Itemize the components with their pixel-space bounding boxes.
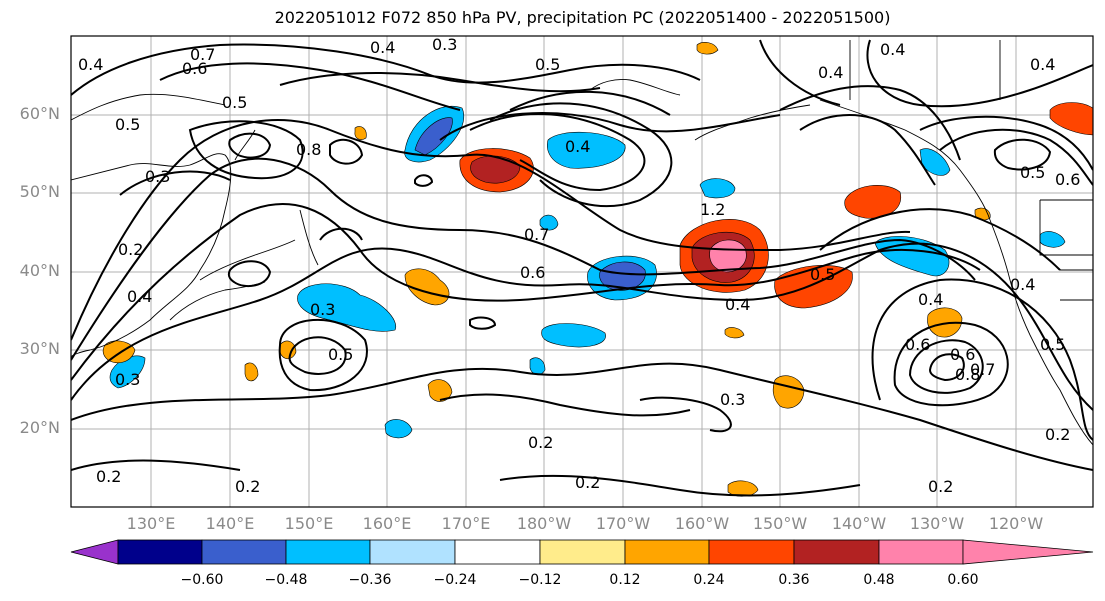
colorbar-segment-5 <box>454 539 541 565</box>
contour-label-19: 1.2 <box>700 200 725 219</box>
contour-label-34: 0.2 <box>235 477 260 496</box>
colorbar-label-1: −0.60 <box>180 572 224 588</box>
lat-tick-20n: 20°N <box>19 418 60 437</box>
contour-label-4: 0.4 <box>370 38 395 57</box>
lon-tick-160w: 160°W <box>674 514 730 533</box>
lat-tick-40n: 40°N <box>19 261 60 280</box>
colorbar-segment-8 <box>708 539 795 565</box>
lon-tick-150w: 150°W <box>752 514 808 533</box>
colorbar-label-5: −0.12 <box>518 572 562 588</box>
colorbar-label-10: 0.60 <box>947 572 979 588</box>
pv-contours <box>71 39 1093 497</box>
contour-label-36: 0.2 <box>928 477 953 496</box>
contour-label-12: 0.4 <box>127 287 152 306</box>
lon-tick-170e: 170°E <box>441 514 491 533</box>
contour-label-13: 0.3 <box>310 300 335 319</box>
colorbar-label-3: −0.36 <box>348 572 392 588</box>
contour-label-20: 0.5 <box>810 265 835 284</box>
contour-label-28: 0.7 <box>970 360 995 379</box>
colorbar <box>70 539 1094 565</box>
contour-label-11: 0.2 <box>118 240 143 259</box>
lon-tick-160e: 160°E <box>362 514 412 533</box>
contour-label-2: 0.3 <box>432 35 457 54</box>
colorbar-extend-min <box>70 539 119 565</box>
contour-label-23: 0.5 <box>1040 335 1065 354</box>
contour-label-14: 0.5 <box>328 345 353 364</box>
colorbar-segment-10 <box>878 539 964 565</box>
colorbar-segment-9 <box>793 539 880 565</box>
colorbar-label-6: 0.12 <box>609 572 641 588</box>
lat-tick-30n: 30°N <box>19 339 60 358</box>
colorbar-segment-2 <box>201 539 287 565</box>
lon-tick-130w: 130°W <box>909 514 965 533</box>
lon-tick-140w: 140°W <box>831 514 887 533</box>
contour-label-21: 0.4 <box>725 295 750 314</box>
contour-label-26: 0.6 <box>950 345 975 364</box>
lat-tick-60n: 60°N <box>19 104 60 123</box>
contour-label-37: 0.4 <box>818 63 843 82</box>
lon-tick-150e: 150°E <box>284 514 334 533</box>
lon-tick-180w: 180°W <box>516 514 572 533</box>
colorbar-segment-4 <box>369 539 456 565</box>
contour-label-9: 0.8 <box>296 140 321 159</box>
colorbar-segment-1 <box>117 539 203 565</box>
contour-label-1: 0.4 <box>78 55 103 74</box>
contour-label-10: 0.3 <box>145 167 170 186</box>
contour-label-31: 0.3 <box>720 390 745 409</box>
lon-tick-120w: 120°W <box>988 514 1044 533</box>
lon-tick-170w: 170°W <box>595 514 651 533</box>
contour-label-35: 0.2 <box>96 467 121 486</box>
contour-label-3: 0.5 <box>535 55 560 74</box>
colorbar-label-9: 0.48 <box>863 572 895 588</box>
contour-label-39: 0.4 <box>1030 55 1055 74</box>
contour-labels: 0.4 0.3 0.5 0.4 0.7 0.6 0.5 0.5 0.8 0.3 … <box>78 35 1080 496</box>
coastlines <box>71 40 1093 446</box>
colorbar-label-2: −0.48 <box>264 572 308 588</box>
lon-tick-130e: 130°E <box>126 514 176 533</box>
contour-label-25: 0.4 <box>1010 275 1035 294</box>
colorbar-label-4: −0.24 <box>433 572 477 588</box>
contour-label-30: 0.2 <box>1045 425 1070 444</box>
contour-label-16: 0.4 <box>565 137 590 156</box>
colorbar-segment-3 <box>285 539 371 565</box>
plot-frame <box>70 35 1094 508</box>
contour-label-24: 0.6 <box>905 335 930 354</box>
contour-label-22: 0.4 <box>918 290 943 309</box>
contour-label-33: 0.2 <box>575 473 600 492</box>
contour-label-6: 0.6 <box>182 59 207 78</box>
contour-label-29: 0.5 <box>1020 163 1045 182</box>
contour-label-27: 0.8 <box>955 365 980 384</box>
colorbar-segment-7 <box>624 539 710 565</box>
contour-label-32: 0.2 <box>528 433 553 452</box>
map-title: 2022051012 F072 850 hPa PV, precipitatio… <box>274 8 891 27</box>
contour-label-7: 0.5 <box>222 93 247 112</box>
contour-label-40: 0.4 <box>880 40 905 59</box>
contour-label-17: 0.7 <box>524 225 549 244</box>
lon-tick-140e: 140°E <box>205 514 255 533</box>
contour-label-15: 0.3 <box>115 370 140 389</box>
colorbar-label-7: 0.24 <box>693 572 725 588</box>
colorbar-extend-max <box>962 539 1094 565</box>
contour-label-5: 0.7 <box>190 45 215 64</box>
lat-tick-50n: 50°N <box>19 182 60 201</box>
contour-label-8: 0.5 <box>115 115 140 134</box>
colorbar-segment-6 <box>539 539 626 565</box>
contour-label-38: 0.6 <box>1055 170 1080 189</box>
colorbar-label-8: 0.36 <box>778 572 810 588</box>
contour-label-18: 0.6 <box>520 263 545 282</box>
